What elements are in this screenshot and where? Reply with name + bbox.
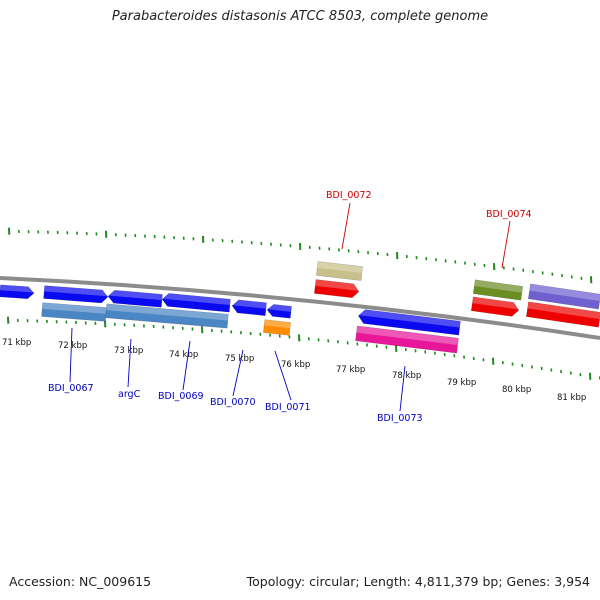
gene-feature [161,293,231,313]
scale-label: 81 kbp [557,393,586,403]
gene-feature [472,279,524,301]
gene-label-leader [182,340,191,391]
gene-label-leader [274,350,292,401]
gene-label-leader [127,338,132,388]
gene-feature [0,284,35,300]
gene-feature [263,319,291,336]
scale-label: 71 kbp [2,338,31,348]
outer-tick-track [8,227,593,284]
gene-feature [316,261,363,281]
gene-label: BDI_0067 [48,383,94,394]
gene-label: BDI_0069 [158,391,204,402]
gene-feature [231,299,267,316]
genome-summary: Topology: circular; Length: 4,811,379 bp… [246,574,590,589]
map-title: Parabacteroides distasonis ATCC 8503, co… [111,9,489,24]
gene-label: argC [118,389,141,400]
genome-backbone [0,276,600,340]
scale-label: 76 kbp [281,360,310,370]
gene-feature [355,325,459,354]
gene-feature [526,301,600,328]
gene-label: BDI_0074 [486,209,532,220]
scale-label: 74 kbp [169,350,198,360]
gene-feature [43,285,109,304]
scale-label: 79 kbp [447,378,476,388]
gene-label: BDI_0072 [326,190,372,201]
gene-labels: BDI_0072 BDI_0074 BDI_0067 argC BDI_0069 BDI_… [48,190,532,424]
gene-feature [105,303,229,329]
gene-label-leader [501,220,511,269]
scale-label: 75 kbp [225,354,254,364]
gene-feature [41,302,107,322]
gene-feature [528,283,600,310]
scale-label: 78 kbp [392,371,421,381]
gene-feature [314,279,360,299]
gene-feature [266,304,292,319]
gene-feature [358,309,461,336]
scale-label: 73 kbp [114,346,143,356]
scale-labels: 71 kbp 72 kbp 73 kbp 74 kbp 75 kbp 76 kbp 77 k… [2,338,586,403]
gene-label-leader [341,202,351,250]
gene-label: BDI_0071 [265,402,311,413]
scale-label: 77 kbp [336,365,365,375]
feature-track [0,261,600,354]
scale-label: 80 kbp [502,385,531,395]
gene-label-leader [399,365,406,412]
gene-label: BDI_0073 [377,413,423,424]
gene-feature [470,296,520,317]
scale-label: 72 kbp [58,341,87,351]
gene-label: BDI_0070 [210,397,256,408]
accession-text: Accession: NC_009615 [9,574,152,589]
gene-label-leader [232,349,244,397]
inner-tick-track [7,316,600,380]
gene-label-leader [69,327,73,383]
gene-feature [107,289,163,308]
